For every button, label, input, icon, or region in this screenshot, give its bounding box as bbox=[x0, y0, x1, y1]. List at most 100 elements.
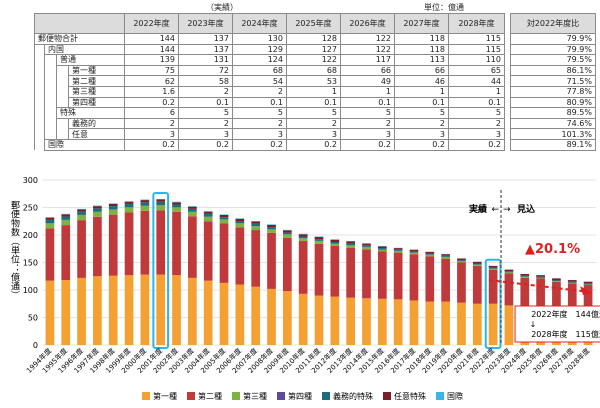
header-year: 2026年度 bbox=[340, 13, 395, 34]
bar-segment bbox=[330, 296, 340, 345]
bar-segment bbox=[362, 245, 371, 247]
bar-segment bbox=[77, 215, 86, 221]
indent-cell bbox=[56, 65, 69, 76]
bar-segment bbox=[457, 262, 466, 303]
table-row: 普通 139 131 124 122 117 113 110 bbox=[34, 54, 505, 66]
ratio-row: 89.5% bbox=[510, 107, 596, 119]
bar-segment bbox=[124, 275, 134, 345]
change-percent-label: ▲20.1% bbox=[525, 242, 580, 257]
bar-segment bbox=[536, 276, 545, 278]
bar-segment bbox=[362, 247, 371, 250]
legend-swatch bbox=[187, 392, 195, 400]
value-cell: 0.2 bbox=[340, 138, 395, 151]
bar-segment bbox=[77, 211, 86, 215]
actual-arrow: ← bbox=[491, 205, 499, 215]
ratio-table: 対2022年度比 79.9% 79.9% 79.5% 86.1% 71.5% 77.8% 8… bbox=[510, 13, 596, 151]
bar-segment bbox=[77, 208, 86, 210]
bar-segment bbox=[362, 249, 371, 299]
bar-segment bbox=[488, 265, 498, 268]
indent-cell bbox=[56, 86, 69, 98]
bar-segment bbox=[298, 293, 308, 345]
bar-segment bbox=[235, 218, 245, 219]
bar-segment bbox=[156, 201, 166, 206]
unit-caption: 単位：億通 bbox=[424, 3, 464, 12]
bar-segment bbox=[393, 250, 403, 253]
value-cell: 0.2 bbox=[394, 138, 449, 151]
bar-segment bbox=[203, 213, 213, 217]
indent-cell bbox=[34, 75, 45, 87]
value-cell: 2 bbox=[394, 117, 449, 130]
row-label: 任意 bbox=[68, 128, 125, 140]
actual-label: 実績 bbox=[469, 203, 487, 215]
bar-segment bbox=[251, 221, 261, 222]
indent-cell bbox=[44, 128, 57, 140]
indent-cell bbox=[44, 75, 57, 87]
bar-segment bbox=[472, 263, 482, 265]
bar-segment bbox=[377, 251, 387, 299]
ratio-cell: 74.6% bbox=[510, 117, 596, 130]
row-label: 第三種 bbox=[68, 85, 125, 98]
bar-segment bbox=[520, 273, 530, 276]
bar-segment bbox=[235, 218, 245, 222]
header-blank-cell bbox=[34, 13, 125, 34]
bar-segment bbox=[441, 255, 450, 257]
bar-segment bbox=[61, 225, 71, 281]
bar-segment bbox=[108, 214, 118, 276]
bar-segment bbox=[219, 214, 229, 218]
bar-segment bbox=[425, 254, 435, 257]
bar-segment bbox=[93, 211, 102, 217]
legend-label: 国際 bbox=[447, 391, 463, 401]
bar-segment bbox=[219, 219, 229, 224]
bar-segment bbox=[441, 254, 450, 256]
ratio-header-row: 対2022年度比 bbox=[510, 13, 596, 34]
bar-segment bbox=[298, 241, 308, 294]
value-cell: 0.2 bbox=[124, 138, 179, 151]
ratio-row: 89.1% bbox=[510, 138, 596, 151]
ratio-row: 101.3% bbox=[510, 128, 596, 140]
value-cell: 5 bbox=[340, 107, 395, 119]
bar-segment bbox=[314, 239, 324, 241]
table-row: 特殊 6 5 5 5 5 5 5 bbox=[34, 107, 505, 119]
legend-label: 第二種 bbox=[198, 391, 222, 401]
bar-segment bbox=[156, 205, 166, 211]
indent-cell bbox=[56, 118, 69, 129]
bar-segment bbox=[520, 276, 530, 278]
value-cell: 0.1 bbox=[448, 96, 505, 109]
legend-swatch bbox=[277, 392, 285, 400]
table-row: 国際 0.2 0.2 0.2 0.2 0.2 0.2 0.2 bbox=[34, 138, 505, 151]
bar-segment bbox=[409, 251, 419, 253]
bar-segment bbox=[346, 297, 356, 345]
bar-segment bbox=[124, 201, 134, 204]
value-cell: 2 bbox=[178, 117, 233, 130]
bar-segment bbox=[567, 283, 577, 309]
y-axis-label: 郵便物数（単位：億通） bbox=[9, 199, 20, 299]
legend-swatch bbox=[142, 392, 150, 400]
bar-segment bbox=[377, 248, 387, 250]
y-tick-label: 300 bbox=[23, 176, 38, 185]
bar-segment bbox=[61, 214, 71, 217]
y-tick-label: 50 bbox=[28, 314, 38, 323]
highlight-frame bbox=[484, 258, 502, 349]
ratio-row: 71.5% bbox=[510, 75, 596, 87]
bar-segment bbox=[488, 268, 498, 270]
bar-segment bbox=[140, 199, 150, 201]
summary-note-arrow: ↓ bbox=[530, 320, 537, 329]
bar-segment bbox=[346, 247, 356, 298]
value-cell: 113 bbox=[394, 54, 449, 66]
bar-segment bbox=[552, 278, 561, 281]
bar-segment bbox=[504, 273, 514, 306]
value-cell: 62 bbox=[124, 75, 179, 87]
bar-segment bbox=[282, 230, 292, 233]
bar-segment bbox=[61, 220, 71, 226]
ratio-cell: 86.1% bbox=[510, 64, 596, 77]
value-cell: 5 bbox=[394, 107, 449, 119]
bar-segment bbox=[552, 281, 561, 282]
value-cell: 3 bbox=[448, 128, 505, 140]
value-cell: 110 bbox=[448, 54, 505, 66]
indent-cell bbox=[44, 86, 57, 98]
bar-segment bbox=[77, 220, 86, 278]
bar-segment bbox=[330, 239, 340, 242]
value-cell: 2 bbox=[232, 117, 287, 130]
bar-segment bbox=[567, 280, 577, 282]
bar-segment bbox=[298, 236, 308, 239]
